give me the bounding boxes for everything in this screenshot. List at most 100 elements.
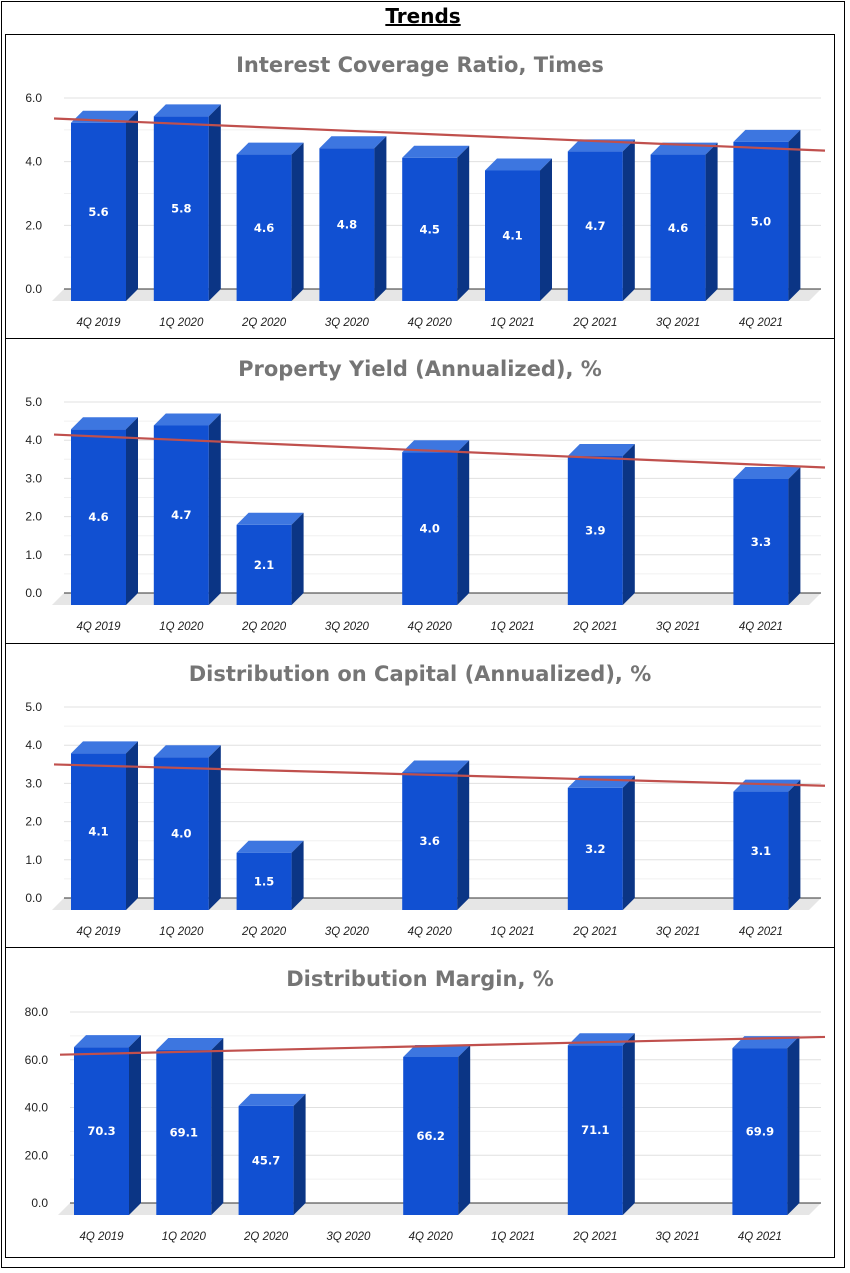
bar-side bbox=[211, 1038, 224, 1215]
y-tick-label: 6.0 bbox=[25, 91, 42, 105]
bar-2q-2020 bbox=[236, 512, 304, 605]
bar-top bbox=[319, 136, 387, 149]
data-label: 71.1 bbox=[581, 1123, 609, 1137]
data-label: 5.0 bbox=[751, 214, 771, 228]
bar-side bbox=[374, 136, 387, 301]
y-tick-label: 2.0 bbox=[25, 510, 42, 524]
bar-1q-2020 bbox=[153, 104, 221, 301]
bar-4q-2020 bbox=[402, 145, 470, 301]
data-label: 3.9 bbox=[585, 524, 605, 538]
y-tick-label: 80.0 bbox=[25, 1005, 49, 1019]
data-label: 70.3 bbox=[87, 1124, 115, 1138]
bar-2q-2021 bbox=[567, 775, 635, 910]
bar-top bbox=[153, 745, 221, 758]
x-tick-label: 2Q 2020 bbox=[241, 926, 287, 938]
bar-top bbox=[153, 104, 221, 117]
bar-front bbox=[733, 141, 789, 301]
bar-side bbox=[129, 1035, 141, 1215]
x-tick-label: 2Q 2020 bbox=[241, 317, 287, 329]
data-label: 69.9 bbox=[746, 1125, 774, 1139]
bar-side bbox=[457, 760, 470, 910]
bar-side bbox=[291, 840, 304, 910]
bar-front bbox=[153, 425, 209, 605]
bar-front bbox=[402, 452, 458, 605]
x-tick-label: 2Q 2021 bbox=[572, 317, 617, 329]
data-label: 4.1 bbox=[502, 229, 522, 243]
bar-top bbox=[238, 1093, 306, 1106]
chart-title: Distribution Margin, % bbox=[286, 967, 554, 991]
x-tick-label: 2Q 2021 bbox=[572, 1231, 617, 1243]
y-tick-label: 5.0 bbox=[25, 395, 42, 409]
bar-front bbox=[238, 1105, 294, 1215]
x-tick-label: 3Q 2020 bbox=[325, 926, 370, 938]
bar-1q-2020 bbox=[153, 413, 221, 605]
data-label: 4.1 bbox=[88, 825, 108, 839]
trendline bbox=[59, 1035, 826, 1056]
data-label: 5.6 bbox=[88, 205, 108, 219]
bar-top bbox=[733, 779, 801, 792]
x-tick-label: 4Q 2019 bbox=[76, 317, 121, 329]
x-tick-label: 4Q 2021 bbox=[739, 621, 783, 633]
bar-top bbox=[733, 129, 801, 142]
y-tick-label: 3.0 bbox=[25, 471, 42, 485]
chart-panel-distribution-margin: Distribution Margin, % 0.0 20.0 40.0 60.0 80.… bbox=[5, 947, 835, 1258]
x-tick-label: 1Q 2020 bbox=[159, 317, 204, 329]
distribution-on-capital-chart: Distribution on Capital (Annualized), % 0… bbox=[25, 662, 826, 938]
x-tick-label: 1Q 2021 bbox=[490, 621, 534, 633]
x-tick-label: 1Q 2021 bbox=[490, 926, 534, 938]
bar-top bbox=[236, 142, 304, 155]
bar-top bbox=[156, 1038, 224, 1051]
bar-4q-2020 bbox=[403, 1044, 471, 1215]
data-label: 3.1 bbox=[751, 844, 771, 858]
y-tick-label: 4.0 bbox=[25, 738, 42, 752]
bar-1q-2021 bbox=[485, 158, 552, 301]
bar-1q-2020 bbox=[153, 745, 221, 910]
bar-top bbox=[733, 466, 801, 479]
bar-front bbox=[71, 122, 126, 301]
data-label: 3.6 bbox=[420, 834, 440, 848]
bar-front bbox=[567, 787, 623, 910]
bar-side bbox=[208, 104, 221, 301]
x-tick-label: 4Q 2020 bbox=[408, 621, 453, 633]
data-label: 4.8 bbox=[337, 218, 357, 232]
bar-top bbox=[567, 444, 635, 457]
bar-side bbox=[788, 129, 801, 301]
bar-top bbox=[71, 741, 138, 754]
bar-side bbox=[788, 779, 801, 910]
trendline bbox=[53, 117, 826, 152]
bar-front bbox=[733, 478, 789, 605]
bar-3q-2021 bbox=[650, 142, 718, 301]
x-tick-label: 4Q 2021 bbox=[738, 1231, 782, 1243]
x-tick-label: 1Q 2020 bbox=[162, 1231, 207, 1243]
chart-title: Distribution on Capital (Annualized), % bbox=[189, 662, 652, 686]
y-tick-label: 60.0 bbox=[25, 1053, 49, 1067]
bar-4q-2020 bbox=[402, 760, 470, 910]
y-tick-label: 5.0 bbox=[25, 700, 42, 714]
bar-front bbox=[650, 154, 706, 301]
x-tick-label: 2Q 2021 bbox=[572, 621, 617, 633]
bar-side bbox=[126, 741, 138, 910]
y-tick-label: 20.0 bbox=[25, 1148, 49, 1162]
bar-side bbox=[457, 440, 470, 605]
x-tick-label: 4Q 2021 bbox=[739, 926, 783, 938]
chart-title: Property Yield (Annualized), % bbox=[238, 357, 602, 381]
bar-side bbox=[622, 1033, 635, 1215]
x-tick-label: 3Q 2020 bbox=[326, 1231, 371, 1243]
distribution-margin-chart: Distribution Margin, % 0.0 20.0 40.0 60.0 80.… bbox=[25, 967, 826, 1243]
y-tick-label: 1.0 bbox=[25, 548, 42, 562]
bar-side bbox=[126, 110, 138, 301]
y-tick-label: 2.0 bbox=[25, 815, 42, 829]
bar-side bbox=[458, 1044, 471, 1215]
x-tick-label: 4Q 2019 bbox=[79, 1231, 124, 1243]
y-tick-label: 0.0 bbox=[31, 1196, 48, 1210]
bar-top bbox=[74, 1035, 141, 1048]
bar-top bbox=[402, 145, 470, 158]
y-tick-label: 4.0 bbox=[25, 433, 42, 447]
trendline bbox=[53, 433, 826, 469]
x-tick-label: 2Q 2021 bbox=[572, 926, 617, 938]
bar-2q-2020 bbox=[238, 1093, 306, 1215]
bar-2q-2021 bbox=[567, 444, 635, 605]
bar-3q-2020 bbox=[319, 136, 387, 301]
x-tick-label: 3Q 2020 bbox=[325, 317, 370, 329]
